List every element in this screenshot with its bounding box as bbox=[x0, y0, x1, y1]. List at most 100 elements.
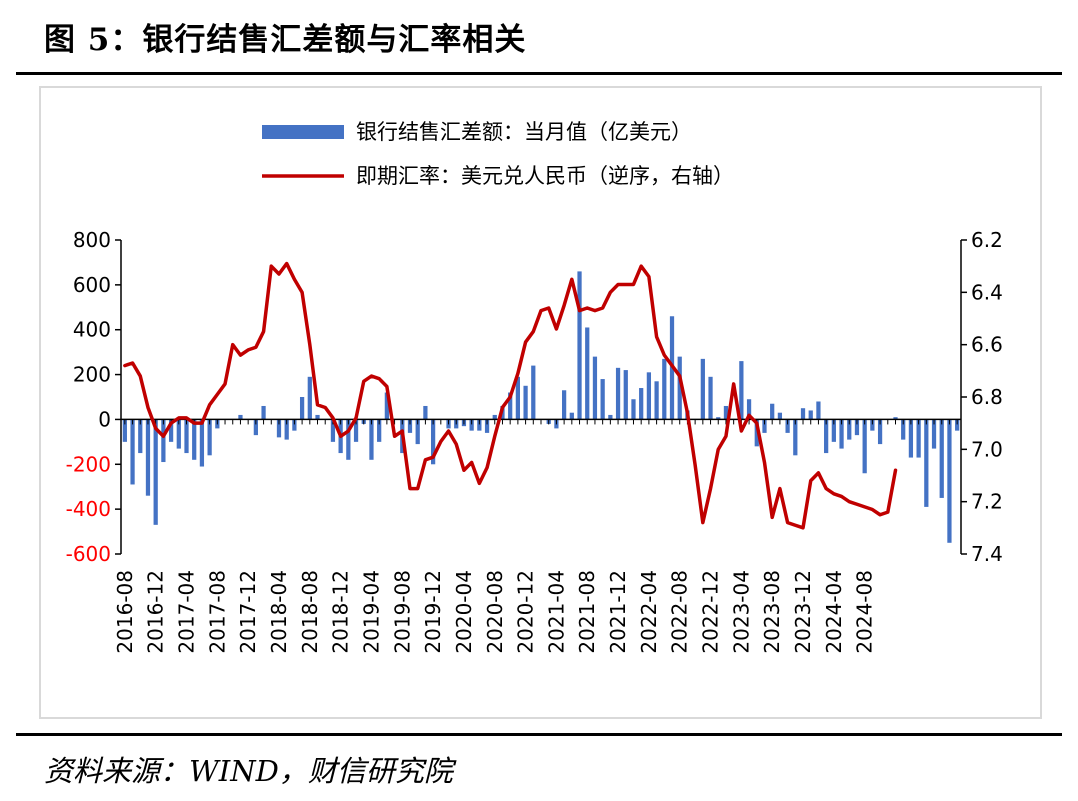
bar bbox=[585, 327, 590, 420]
bar bbox=[207, 419, 212, 456]
x-axis-tick-label: 2017-08 bbox=[205, 570, 229, 654]
bar bbox=[346, 419, 351, 460]
bar bbox=[639, 388, 644, 420]
bar bbox=[138, 419, 143, 454]
bar bbox=[168, 419, 174, 442]
x-axis-tick-label: 2018-08 bbox=[298, 570, 322, 654]
bar bbox=[284, 419, 289, 440]
left-axis-tick-label: -600 bbox=[66, 542, 111, 566]
bar bbox=[569, 412, 574, 420]
bar bbox=[931, 419, 937, 449]
bar bbox=[369, 419, 374, 460]
bar bbox=[924, 419, 929, 507]
bar bbox=[739, 361, 744, 420]
bar bbox=[955, 419, 960, 431]
bar bbox=[153, 419, 158, 525]
legend-bar-label: 银行结售汇差额：当月值（亿美元） bbox=[356, 120, 692, 144]
bar bbox=[808, 410, 813, 420]
x-axis-tick-label: 2022-12 bbox=[699, 570, 723, 654]
bar bbox=[469, 419, 474, 431]
right-axis-tick-label: 6.8 bbox=[971, 385, 1003, 409]
bar bbox=[292, 419, 297, 431]
x-axis-tick-label: 2023-08 bbox=[760, 570, 784, 654]
bar bbox=[307, 376, 312, 420]
bar bbox=[608, 414, 613, 420]
bar bbox=[261, 405, 266, 420]
x-axis-tick-label: 2024-08 bbox=[853, 570, 877, 654]
bar bbox=[877, 419, 883, 445]
bar bbox=[192, 419, 197, 460]
bar bbox=[824, 419, 829, 454]
bar bbox=[161, 419, 166, 463]
bar bbox=[184, 419, 189, 454]
bar bbox=[477, 419, 482, 431]
bar bbox=[901, 419, 906, 440]
bar bbox=[662, 358, 667, 420]
exchange-rate-line bbox=[123, 261, 898, 530]
left-axis-tick-label: -400 bbox=[66, 497, 111, 521]
bar bbox=[199, 419, 205, 467]
bar bbox=[330, 419, 336, 442]
bar bbox=[623, 370, 628, 420]
bar bbox=[492, 414, 497, 420]
bar bbox=[176, 419, 181, 449]
bar bbox=[415, 419, 420, 445]
bar bbox=[122, 419, 127, 442]
x-axis-tick-label: 2021-08 bbox=[575, 570, 599, 654]
left-axis-tick-label: 400 bbox=[73, 318, 111, 342]
bar bbox=[816, 401, 821, 420]
bar bbox=[592, 356, 598, 420]
right-axis-tick-label: 6.2 bbox=[971, 228, 1003, 252]
bar bbox=[908, 419, 914, 458]
bar bbox=[716, 417, 721, 420]
x-axis-tick-label: 2022-04 bbox=[637, 570, 661, 654]
bar bbox=[708, 376, 713, 420]
bar bbox=[677, 356, 682, 420]
legend: 银行结售汇差额：当月值（亿美元） 即期汇率：美元兑人民币（逆序，右轴） bbox=[262, 120, 734, 188]
right-axis-tick-label: 6.6 bbox=[971, 333, 1003, 357]
bar bbox=[893, 417, 898, 420]
bar bbox=[800, 408, 806, 420]
x-axis-tick-label: 2023-04 bbox=[729, 570, 753, 654]
bar bbox=[430, 419, 436, 465]
bar bbox=[654, 381, 659, 420]
bar bbox=[407, 419, 413, 433]
bar bbox=[754, 419, 759, 447]
bar bbox=[939, 419, 944, 498]
left-axis-tick-label: -200 bbox=[66, 452, 111, 476]
bar bbox=[723, 405, 729, 420]
x-axis-tick-label: 2020-04 bbox=[452, 570, 476, 654]
bar bbox=[746, 399, 752, 420]
bar bbox=[839, 419, 844, 449]
right-axis-tick-label: 7.0 bbox=[971, 437, 1003, 461]
bar bbox=[523, 385, 528, 420]
x-axis-tick-label: 2019-12 bbox=[421, 570, 445, 654]
bar bbox=[631, 399, 636, 420]
bar bbox=[423, 405, 428, 420]
bar bbox=[770, 403, 775, 420]
left-axis-tick-label: 600 bbox=[73, 273, 111, 297]
right-axis-tick-label: 7.2 bbox=[971, 490, 1003, 514]
legend-bar-swatch bbox=[262, 125, 344, 139]
chart-frame bbox=[39, 86, 1042, 719]
x-axis-tick-label: 2022-08 bbox=[668, 570, 692, 654]
bar bbox=[854, 419, 860, 436]
bar bbox=[276, 419, 282, 438]
x-axis-tick-label: 2021-12 bbox=[606, 570, 630, 654]
bar bbox=[384, 392, 389, 420]
bar bbox=[700, 358, 705, 420]
x-axis-tick-label: 2016-12 bbox=[144, 570, 168, 654]
bar bbox=[947, 419, 952, 543]
x-axis-tick-label: 2018-12 bbox=[329, 570, 353, 654]
x-axis-tick-label: 2020-08 bbox=[483, 570, 507, 654]
bar bbox=[646, 372, 652, 420]
bar bbox=[377, 419, 382, 442]
bar bbox=[484, 419, 490, 433]
bar bbox=[762, 419, 767, 433]
bar bbox=[793, 419, 798, 456]
x-axis-tick-label: 2017-04 bbox=[175, 570, 199, 654]
bar bbox=[515, 376, 520, 420]
bar bbox=[777, 412, 783, 420]
left-axis-tick-label: 200 bbox=[73, 363, 111, 387]
